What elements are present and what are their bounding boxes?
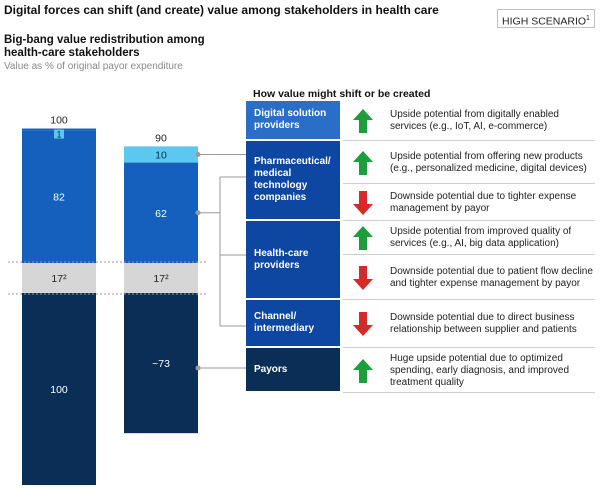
impact-description: Upside potential from improved quality o… <box>390 226 572 249</box>
bar-label-mid: 82 <box>53 192 65 204</box>
impact-description: Huge upside potential due to optimized s… <box>390 352 569 388</box>
row-divider <box>343 183 595 184</box>
row-divider <box>343 220 595 221</box>
row-divider <box>343 392 595 393</box>
bar-segment-light <box>124 146 198 163</box>
page-title: Digital forces can shift (and create) va… <box>4 3 439 17</box>
up-arrow-icon <box>343 348 383 393</box>
impact-description: Upside potential from offering new produ… <box>390 150 587 174</box>
down-arrow-icon <box>343 300 383 348</box>
bar-segment-mid <box>124 162 198 263</box>
bar-segment-light <box>54 129 64 139</box>
down-arrow-icon <box>343 184 383 221</box>
stakeholder-label: Payors <box>246 348 340 391</box>
up-arrow-icon <box>343 141 383 184</box>
bar-total-label: 90 <box>155 132 167 144</box>
impact-description: Downside potential due to direct busines… <box>390 312 577 335</box>
bar-label-payors: 100 <box>50 384 68 396</box>
row-divider <box>343 347 595 348</box>
bar-segment-mid <box>22 130 96 263</box>
bar-segment-other <box>22 263 96 293</box>
impact-description: Upside potential from digitally enabled … <box>390 109 559 132</box>
scenario-badge-footnote: 1 <box>586 15 590 22</box>
bar-label-other: 17² <box>51 273 67 285</box>
up-arrow-icon <box>343 221 383 255</box>
bar-label-digital: 1 <box>56 130 61 140</box>
right-panel-header: How value might shift or be created <box>253 88 431 100</box>
bar-label-payors: ~73 <box>152 358 170 370</box>
scenario-badge: HIGH SCENARIO1 <box>497 9 595 28</box>
bar-segment-payors <box>124 293 198 434</box>
bar-segment-top-bg <box>22 128 96 131</box>
row-divider <box>343 299 595 300</box>
bar-total-label: 100 <box>50 115 68 127</box>
chart-subtitle: Big-bang value redistribution among heal… <box>4 34 205 59</box>
row-divider <box>343 254 595 255</box>
row-divider <box>343 140 595 141</box>
bar-segment-other <box>124 263 198 293</box>
down-arrow-icon <box>343 255 383 300</box>
bar-segment-payors <box>22 293 96 485</box>
stakeholder-label: Health-care providers <box>246 221 340 298</box>
bar-label-mid: 62 <box>155 208 167 220</box>
stakeholder-label: Channel/ intermediary <box>246 300 340 346</box>
stakeholder-label: Pharmaceutical/ medical technology compa… <box>246 141 340 219</box>
impact-description: Downside potential due to patient flow d… <box>390 265 593 289</box>
bar-label-other: 17² <box>153 273 169 285</box>
up-arrow-icon <box>343 101 383 141</box>
stakeholder-label: Digital solution providers <box>246 101 340 139</box>
scenario-badge-text: HIGH SCENARIO <box>502 15 587 28</box>
chart-units-note: Value as % of original payor expenditure <box>4 61 183 72</box>
impact-description: Downside potential due to tighter expens… <box>390 190 577 214</box>
bar-label-digital: 10 <box>155 149 167 161</box>
